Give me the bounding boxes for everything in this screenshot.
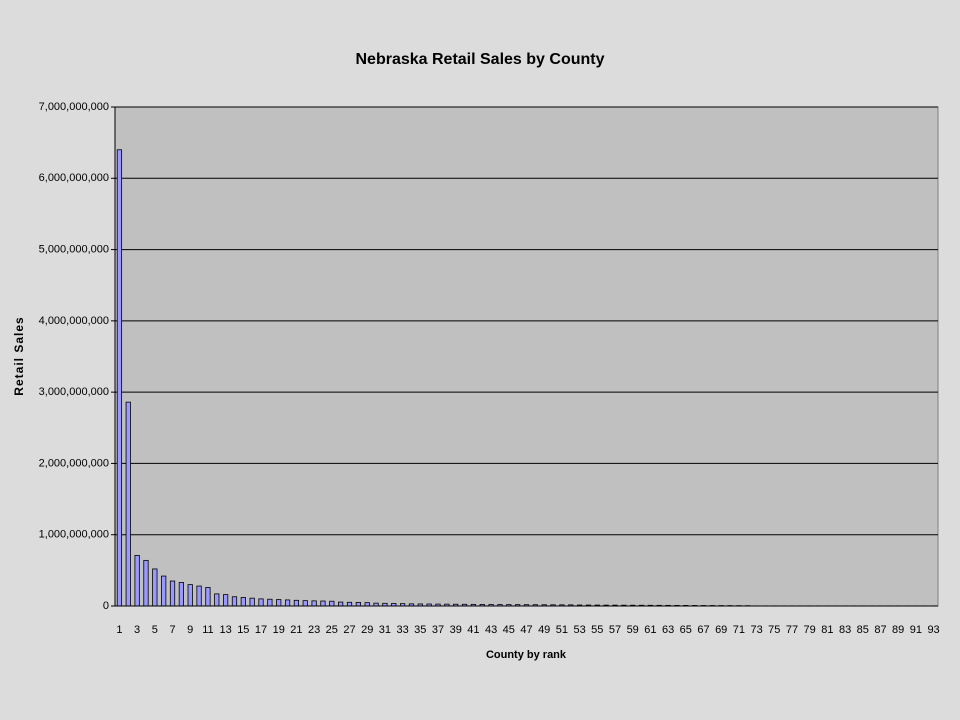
bar bbox=[134, 554, 140, 607]
x-tick-label: 31 bbox=[379, 624, 391, 636]
x-tick-label: 7 bbox=[169, 624, 175, 636]
bar bbox=[258, 598, 264, 607]
y-axis-label: Retail Sales bbox=[12, 316, 26, 395]
x-tick-label: 75 bbox=[768, 624, 780, 636]
bar bbox=[178, 582, 184, 607]
x-tick-label: 71 bbox=[733, 624, 745, 636]
x-tick-label: 57 bbox=[609, 624, 621, 636]
x-tick-label: 77 bbox=[786, 624, 798, 636]
bar bbox=[355, 602, 361, 607]
x-tick-label: 3 bbox=[134, 624, 140, 636]
x-tick-label: 33 bbox=[396, 624, 408, 636]
bar bbox=[346, 601, 353, 607]
bar bbox=[320, 600, 326, 607]
bar bbox=[276, 599, 282, 607]
bar bbox=[364, 602, 370, 607]
x-tick-label: 13 bbox=[219, 624, 231, 636]
x-tick-label: 35 bbox=[414, 624, 426, 636]
x-tick-label: 83 bbox=[839, 624, 851, 636]
bar bbox=[196, 585, 202, 607]
bar bbox=[125, 401, 131, 607]
y-tick-label: 7,000,000,000 bbox=[39, 101, 109, 113]
x-tick-label: 85 bbox=[857, 624, 869, 636]
bar bbox=[205, 587, 211, 607]
x-tick-label: 11 bbox=[202, 624, 213, 636]
x-tick-label: 25 bbox=[326, 624, 338, 636]
x-tick-label: 53 bbox=[573, 624, 585, 636]
y-tick-label: 5,000,000,000 bbox=[39, 243, 109, 255]
bar bbox=[267, 598, 273, 607]
y-tick-label: 6,000,000,000 bbox=[39, 172, 109, 184]
x-tick-label: 43 bbox=[485, 624, 497, 636]
x-tick-label: 19 bbox=[273, 624, 285, 636]
bar bbox=[143, 559, 149, 607]
x-tick-label: 55 bbox=[591, 624, 603, 636]
x-tick-label: 5 bbox=[152, 624, 158, 636]
y-tick-label: 3,000,000,000 bbox=[39, 386, 109, 398]
x-tick-label: 37 bbox=[432, 624, 444, 636]
y-tick-label: 4,000,000,000 bbox=[39, 315, 109, 327]
bar bbox=[116, 149, 123, 607]
x-tick-label: 91 bbox=[910, 624, 922, 636]
bar bbox=[187, 584, 193, 607]
x-tick-label: 23 bbox=[308, 624, 320, 636]
x-axis-label: County by rank bbox=[486, 649, 567, 661]
x-tick-label: 87 bbox=[874, 624, 886, 636]
bar bbox=[214, 593, 220, 607]
bar bbox=[249, 597, 255, 607]
bar bbox=[161, 575, 167, 607]
x-tick-label: 17 bbox=[255, 624, 267, 636]
x-tick-label: 81 bbox=[821, 624, 833, 636]
bar bbox=[240, 597, 246, 607]
x-tick-label: 15 bbox=[237, 624, 249, 636]
x-tick-label: 21 bbox=[290, 624, 302, 636]
bar bbox=[223, 594, 229, 607]
y-tick-label: 1,000,000,000 bbox=[39, 529, 109, 541]
y-tick-label: 2,000,000,000 bbox=[39, 457, 109, 469]
x-tick-label: 67 bbox=[697, 624, 709, 636]
x-tick-label: 79 bbox=[804, 624, 816, 636]
bar bbox=[169, 580, 176, 607]
bar bbox=[338, 601, 344, 607]
x-tick-label: 73 bbox=[750, 624, 762, 636]
bar bbox=[311, 600, 317, 607]
bar bbox=[302, 600, 308, 607]
x-tick-label: 1 bbox=[116, 624, 122, 636]
x-tick-label: 93 bbox=[927, 624, 939, 636]
x-tick-label: 41 bbox=[467, 624, 479, 636]
chart-title: Nebraska Retail Sales by County bbox=[356, 51, 605, 68]
x-tick-label: 59 bbox=[627, 624, 639, 636]
x-tick-label: 69 bbox=[715, 624, 727, 636]
bar bbox=[152, 568, 158, 607]
plot-area bbox=[114, 106, 939, 607]
x-tick-label: 47 bbox=[520, 624, 532, 636]
x-tick-label: 89 bbox=[892, 624, 904, 636]
x-tick-label: 63 bbox=[662, 624, 674, 636]
x-tick-label: 9 bbox=[187, 624, 193, 636]
bar bbox=[329, 600, 335, 607]
bar bbox=[284, 599, 291, 607]
x-tick-label: 65 bbox=[680, 624, 692, 636]
x-tick-label: 39 bbox=[450, 624, 462, 636]
x-tick-label: 61 bbox=[644, 624, 656, 636]
x-tick-label: 49 bbox=[538, 624, 550, 636]
x-tick-label: 45 bbox=[503, 624, 515, 636]
x-tick-label: 27 bbox=[343, 624, 355, 636]
x-tick-label: 29 bbox=[361, 624, 373, 636]
bar bbox=[293, 599, 300, 607]
x-tick-label: 51 bbox=[556, 624, 568, 636]
bar bbox=[231, 596, 238, 607]
y-tick-label: 0 bbox=[103, 600, 109, 612]
